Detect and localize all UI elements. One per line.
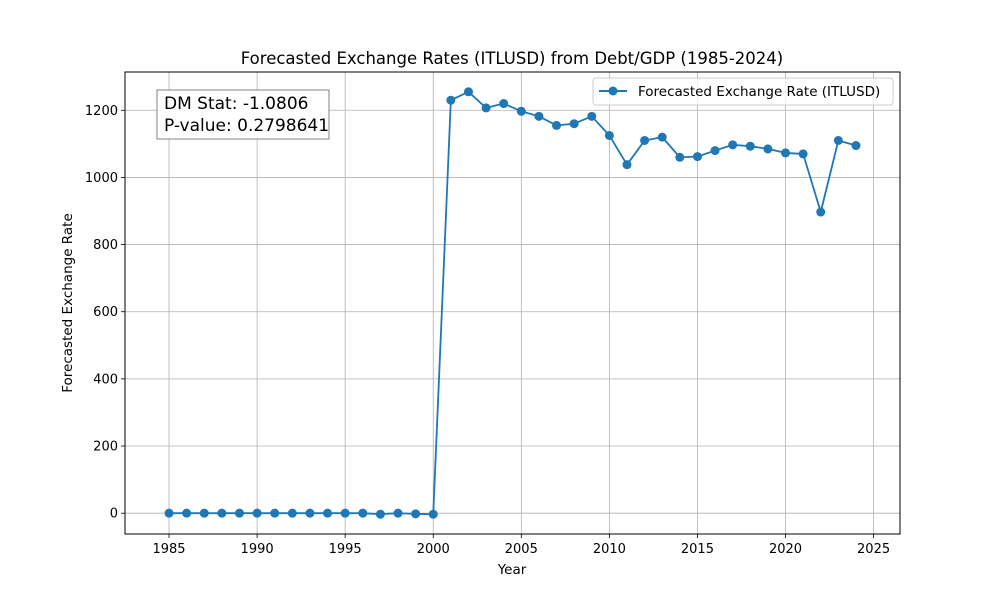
data-point-1987 — [199, 508, 209, 518]
x-tick-label: 2015 — [681, 542, 714, 557]
y-tick-label: 600 — [93, 305, 118, 320]
data-point-1994 — [323, 508, 333, 518]
p-value-text: P-value: 0.2798641 — [164, 116, 329, 136]
legend-frame — [592, 77, 894, 106]
x-tick-label: 1995 — [329, 542, 362, 557]
x-tick-label: 2000 — [417, 542, 450, 557]
annotation-frame — [156, 89, 330, 140]
data-point-2000 — [428, 509, 438, 519]
data-point-2024 — [851, 141, 861, 151]
x-axis: 1985 1990 1995 2000 2005 2010 2015 2020 2025 — [152, 534, 890, 557]
plot-frame — [124, 71, 901, 535]
data-point-2009 — [587, 111, 597, 121]
dm-stat-text: DM Stat: -1.0806 — [164, 94, 308, 114]
data-point-2015 — [692, 152, 702, 162]
x-tick-label: 2005 — [505, 542, 538, 557]
data-point-2023 — [833, 135, 843, 145]
data-point-2006 — [534, 111, 544, 121]
data-point-2012 — [640, 135, 650, 145]
data-point-2022 — [816, 207, 826, 217]
data-point-2002 — [463, 87, 473, 97]
data-point-2011 — [622, 160, 632, 170]
data-point-1997 — [375, 509, 385, 519]
series-layer — [164, 87, 861, 519]
data-point-1986 — [182, 508, 192, 518]
y-tick-label: 800 — [93, 238, 118, 253]
x-tick-label: 1990 — [241, 542, 274, 557]
x-tick-label: 2010 — [593, 542, 626, 557]
chart-title: Forecasted Exchange Rates (ITLUSD) from … — [241, 49, 783, 68]
data-point-2008 — [569, 119, 579, 129]
data-point-1999 — [411, 509, 421, 519]
y-tick-label: 1000 — [85, 171, 118, 186]
y-tick-label: 1200 — [85, 104, 118, 119]
data-point-2021 — [798, 149, 808, 159]
data-point-1985 — [164, 508, 174, 518]
data-point-2018 — [745, 141, 755, 151]
data-point-2019 — [763, 144, 773, 154]
y-tick-label: 200 — [93, 440, 118, 455]
annotation-box: DM Stat: -1.0806 P-value: 0.2798641 — [156, 89, 330, 140]
data-point-2004 — [499, 99, 509, 109]
series-line — [169, 90, 857, 516]
data-point-2005 — [516, 106, 526, 116]
data-point-1988 — [217, 508, 227, 518]
x-tick-label: 2025 — [857, 542, 890, 557]
data-point-2014 — [675, 152, 685, 162]
data-point-1996 — [358, 508, 368, 518]
data-point-2020 — [781, 148, 791, 158]
data-point-2016 — [710, 146, 720, 156]
data-point-1990 — [252, 508, 262, 518]
y-tick-label: 0 — [110, 507, 118, 522]
x-axis-title: Year — [497, 562, 527, 578]
y-axis: 0 200 400 600 800 1000 1200 — [85, 104, 125, 522]
y-axis-title: Forecasted Exchange Rate — [60, 213, 76, 393]
data-point-2017 — [728, 140, 738, 150]
x-tick-label: 1985 — [152, 542, 185, 557]
data-point-1993 — [305, 508, 315, 518]
legend: Forecasted Exchange Rate (ITLUSD) — [592, 77, 894, 106]
data-point-1992 — [287, 508, 297, 518]
data-point-2001 — [446, 95, 456, 105]
data-point-1991 — [270, 508, 280, 518]
data-point-1989 — [234, 508, 244, 518]
data-point-2013 — [657, 132, 667, 142]
x-tick-label: 2020 — [769, 542, 802, 557]
legend-label: Forecasted Exchange Rate (ITLUSD) — [638, 84, 880, 100]
y-tick-label: 400 — [93, 372, 118, 387]
data-point-2007 — [552, 120, 562, 130]
data-point-1998 — [393, 508, 403, 518]
data-point-1995 — [340, 508, 350, 518]
data-point-2003 — [481, 103, 491, 113]
data-point-2010 — [604, 130, 614, 140]
legend-marker — [608, 86, 618, 96]
